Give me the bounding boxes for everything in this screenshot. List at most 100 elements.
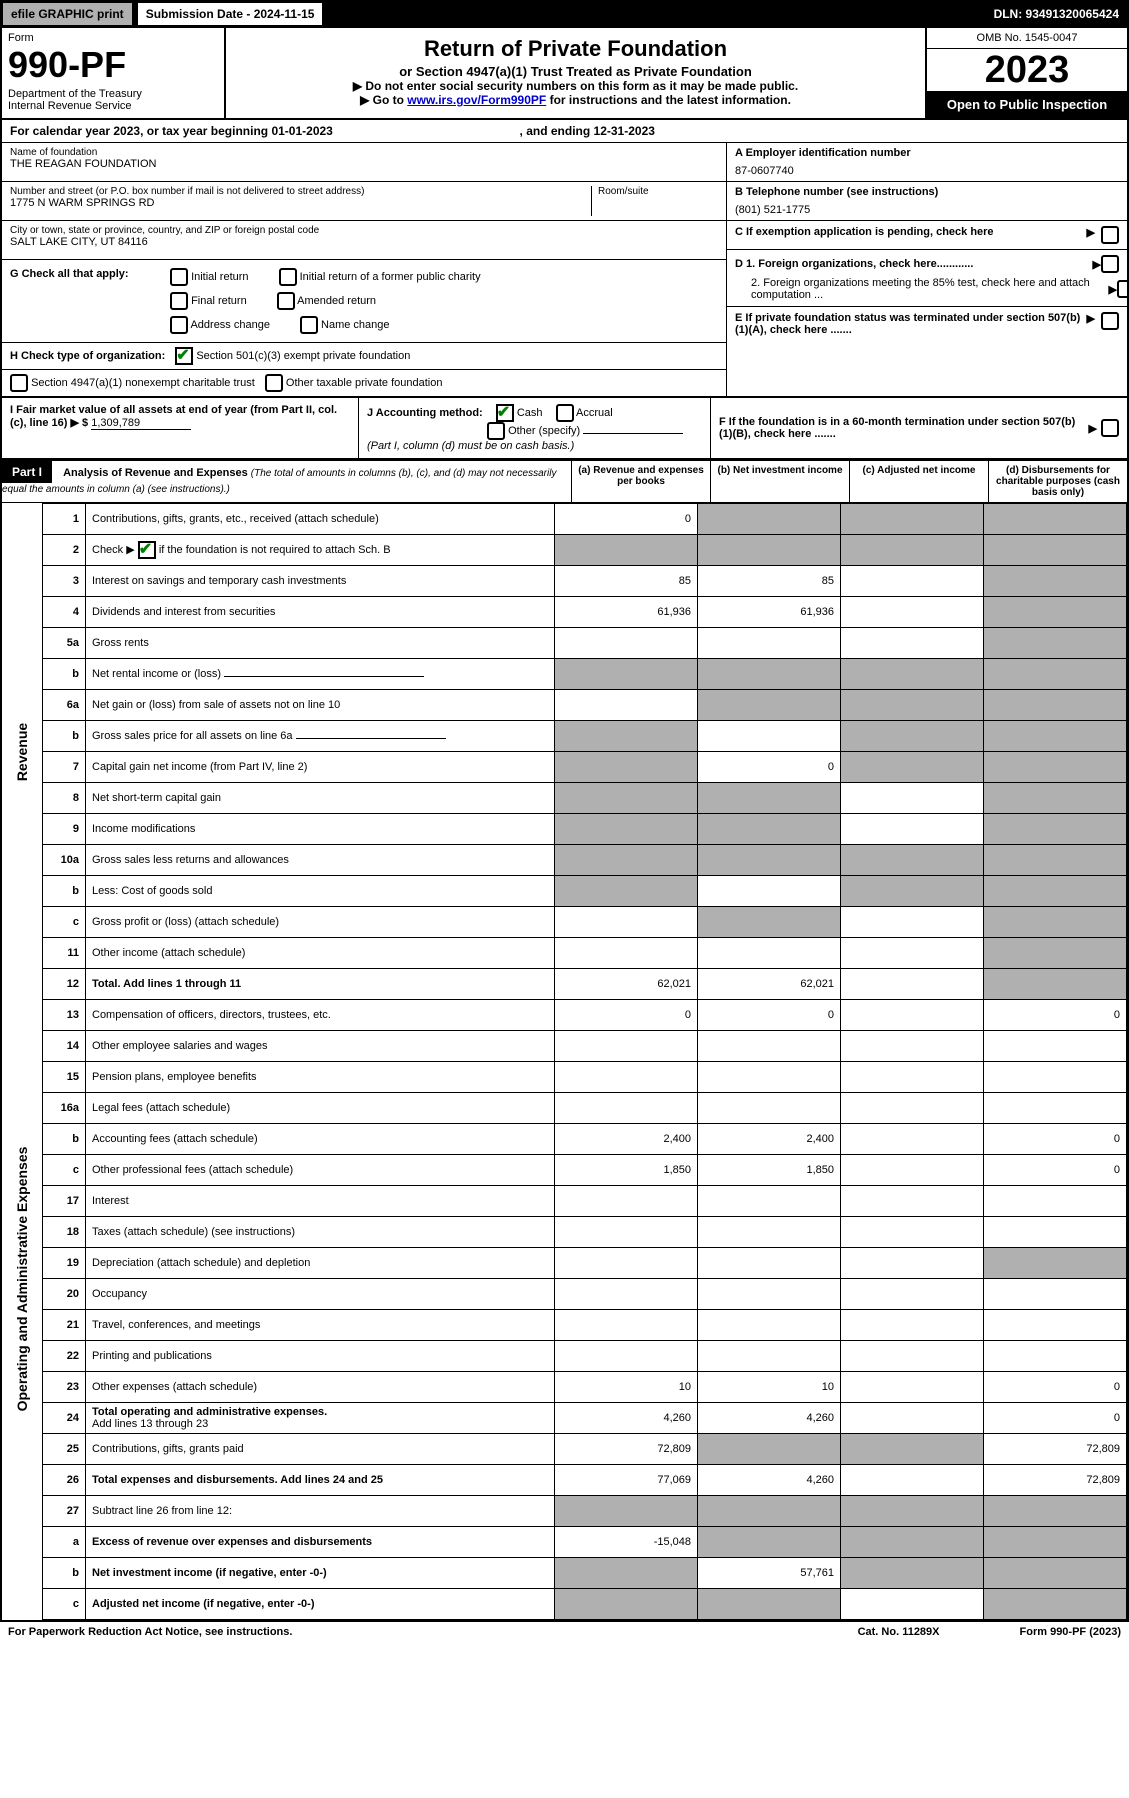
g-initial-return[interactable]: Initial return <box>170 268 249 286</box>
tax-year: 2023 <box>927 49 1127 91</box>
line-num: c <box>43 907 86 938</box>
val-a: 85 <box>555 566 698 597</box>
table-row: 9 Income modifications <box>2 814 1127 845</box>
table-row: Operating and Administrative Expenses 13… <box>2 1000 1127 1031</box>
note2-pre: ▶ Go to <box>360 93 407 107</box>
form-note-2: ▶ Go to www.irs.gov/Form990PF for instru… <box>232 93 919 107</box>
j-cash[interactable]: Cash <box>496 407 543 419</box>
val-a: 0 <box>555 1000 698 1031</box>
line-num: b <box>43 659 86 690</box>
header-left: Form 990-PF Department of the Treasury I… <box>2 28 226 118</box>
b-label: B Telephone number (see instructions) <box>735 186 1119 198</box>
footer-right: Form 990-PF (2023) <box>1020 1626 1121 1638</box>
city-cell: City or town, state or province, country… <box>2 221 726 260</box>
line-num: 20 <box>43 1279 86 1310</box>
line-num: 4 <box>43 597 86 628</box>
line-num: 12 <box>43 969 86 1000</box>
line-num: 21 <box>43 1310 86 1341</box>
top-bar: efile GRAPHIC print Submission Date - 20… <box>2 2 1127 28</box>
h-opt-2: Other taxable private foundation <box>286 377 443 389</box>
val-d: 0 <box>984 1124 1127 1155</box>
col-a-header: (a) Revenue and expenses per books <box>571 461 710 502</box>
table-row: 18 Taxes (attach schedule) (see instruct… <box>2 1217 1127 1248</box>
table-row: 19 Depreciation (attach schedule) and de… <box>2 1248 1127 1279</box>
table-row: 24 Total operating and administrative ex… <box>2 1403 1127 1434</box>
city-state-zip: SALT LAKE CITY, UT 84116 <box>10 236 718 248</box>
line-desc: Check ▶ if the foundation is not require… <box>86 535 555 566</box>
line-desc: Total. Add lines 1 through 11 <box>86 969 555 1000</box>
table-row: 6a Net gain or (loss) from sale of asset… <box>2 690 1127 721</box>
address-cell: Number and street (or P.O. box number if… <box>2 182 726 221</box>
line-num: 2 <box>43 535 86 566</box>
line-desc: Excess of revenue over expenses and disb… <box>86 1527 555 1558</box>
form-header: Form 990-PF Department of the Treasury I… <box>2 28 1127 120</box>
line-num: 7 <box>43 752 86 783</box>
line-desc: Compensation of officers, directors, tru… <box>86 1000 555 1031</box>
h-other-taxable[interactable]: Other taxable private foundation <box>265 374 443 392</box>
line-num: 25 <box>43 1434 86 1465</box>
val-a: 1,850 <box>555 1155 698 1186</box>
h-501c3[interactable]: Section 501(c)(3) exempt private foundat… <box>175 347 410 365</box>
line-desc: Other professional fees (attach schedule… <box>86 1155 555 1186</box>
section-f: F If the foundation is in a 60-month ter… <box>710 398 1127 458</box>
g-initial-former[interactable]: Initial return of a former public charit… <box>279 268 481 286</box>
line-desc: Subtract line 26 from line 12: <box>86 1496 555 1527</box>
line-desc: Other employee salaries and wages <box>86 1031 555 1062</box>
table-row: 14 Other employee salaries and wages <box>2 1031 1127 1062</box>
efile-print-button[interactable]: efile GRAPHIC print <box>2 2 133 26</box>
val-a: 0 <box>555 504 698 535</box>
table-row: 25 Contributions, gifts, grants paid 72,… <box>2 1434 1127 1465</box>
val-b: 4,260 <box>698 1465 841 1496</box>
line-desc: Total operating and administrative expen… <box>86 1403 555 1434</box>
table-row: 23 Other expenses (attach schedule) 10 1… <box>2 1372 1127 1403</box>
val-b: 0 <box>698 752 841 783</box>
j-other[interactable]: Other (specify) <box>487 425 580 437</box>
g-final-return[interactable]: Final return <box>170 292 247 310</box>
cal-pre: For calendar year 2023, or tax year begi… <box>10 124 271 138</box>
g-address-change[interactable]: Address change <box>170 316 270 334</box>
val-b: 85 <box>698 566 841 597</box>
table-row: 16a Legal fees (attach schedule) <box>2 1093 1127 1124</box>
val-b: 61,936 <box>698 597 841 628</box>
calendar-year-row: For calendar year 2023, or tax year begi… <box>2 120 1127 143</box>
line-desc: Net gain or (loss) from sale of assets n… <box>86 690 555 721</box>
cal-end: 12-31-2023 <box>594 124 655 138</box>
h-4947a1[interactable]: Section 4947(a)(1) nonexempt charitable … <box>10 374 255 392</box>
j-accrual[interactable]: Accrual <box>556 407 613 419</box>
submission-date-button[interactable]: Submission Date - 2024-11-15 <box>137 2 324 26</box>
line-num: b <box>43 1124 86 1155</box>
j-note: (Part I, column (d) must be on cash basi… <box>367 440 574 452</box>
c-checkbox[interactable] <box>1101 226 1119 244</box>
note2-post: for instructions and the latest informat… <box>546 93 791 107</box>
line-desc: Gross sales price for all assets on line… <box>86 721 555 752</box>
j-other-label: Other (specify) <box>508 425 580 437</box>
j-accrual-label: Accrual <box>576 407 613 419</box>
form-title: Return of Private Foundation <box>232 36 919 62</box>
line-num: 19 <box>43 1248 86 1279</box>
line-desc: Contributions, gifts, grants paid <box>86 1434 555 1465</box>
table-row: 26 Total expenses and disbursements. Add… <box>2 1465 1127 1496</box>
ein-value: 87-0607740 <box>735 165 1119 177</box>
city-label: City or town, state or province, country… <box>10 225 718 236</box>
table-row: a Excess of revenue over expenses and di… <box>2 1527 1127 1558</box>
table-row: 5a Gross rents <box>2 628 1127 659</box>
line-num: 1 <box>43 504 86 535</box>
e-checkbox[interactable] <box>1101 312 1119 330</box>
line-desc: Legal fees (attach schedule) <box>86 1093 555 1124</box>
e-label: E If private foundation status was termi… <box>735 312 1081 336</box>
line-desc: Travel, conferences, and meetings <box>86 1310 555 1341</box>
d2-checkbox[interactable] <box>1117 280 1129 298</box>
d1-checkbox[interactable] <box>1101 255 1119 273</box>
schb-checkbox[interactable] <box>138 541 156 559</box>
h-opt-0: Section 501(c)(3) exempt private foundat… <box>196 350 410 362</box>
f-checkbox[interactable] <box>1101 419 1119 437</box>
line-num: 26 <box>43 1465 86 1496</box>
val-d: 72,809 <box>984 1434 1127 1465</box>
g-name-change[interactable]: Name change <box>300 316 390 334</box>
foundation-name: THE REAGAN FOUNDATION <box>10 158 718 170</box>
instructions-link[interactable]: www.irs.gov/Form990PF <box>407 93 546 107</box>
line-num: c <box>43 1155 86 1186</box>
arrow-icon: ▶ <box>1089 422 1097 435</box>
addr-label: Number and street (or P.O. box number if… <box>10 186 591 197</box>
g-amended-return[interactable]: Amended return <box>277 292 376 310</box>
